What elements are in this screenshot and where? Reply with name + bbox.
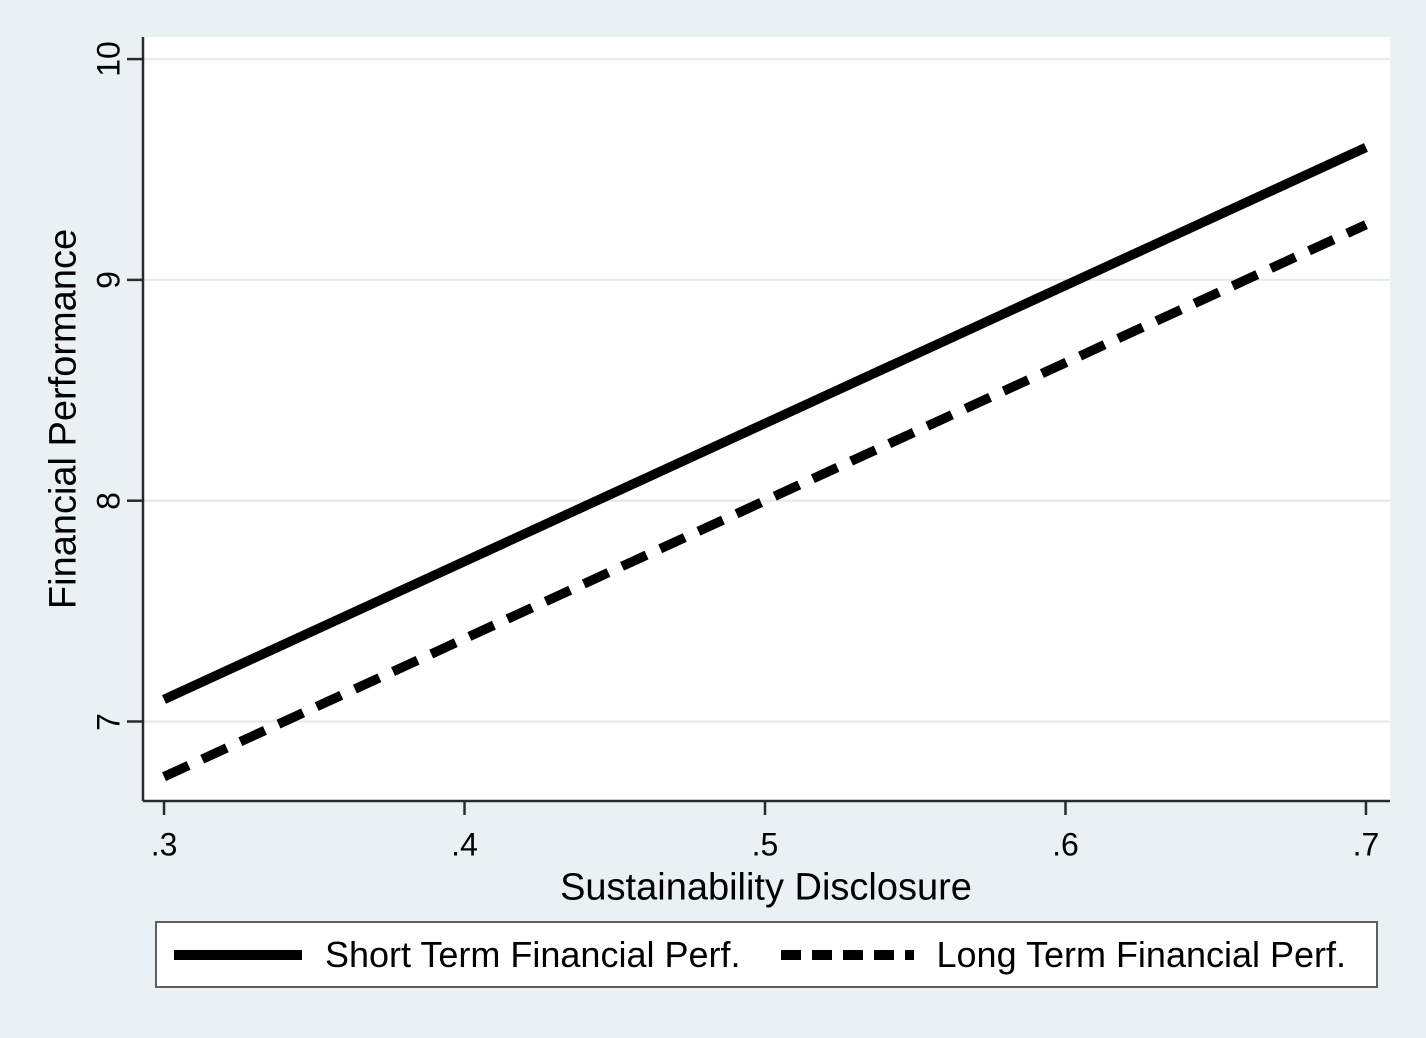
dashed-line-sample	[780, 949, 914, 960]
solid-line-sample	[174, 949, 302, 960]
y-axis-title: Financial Performance	[42, 228, 85, 610]
legend-label-long-term: Long Term Financial Perf.	[936, 933, 1347, 975]
y-tick-label-8: 8	[90, 491, 127, 510]
y-tick-label-10: 10	[90, 41, 127, 77]
x-tick-label-.5: .5	[751, 826, 779, 863]
x-axis-title: Sustainability Disclosure	[560, 866, 972, 909]
x-tick-label-.6: .6	[1052, 826, 1079, 863]
y-tick-label-7: 7	[90, 712, 127, 731]
series-line-long-term	[162, 220, 1368, 782]
legend-label-short-term: Short Term Financial Perf.	[325, 933, 741, 975]
x-tick-label-.3: .3	[150, 826, 178, 863]
x-tick-label-.7: .7	[1352, 826, 1380, 863]
x-tick-label-.4: .4	[451, 826, 478, 863]
series-line-short-term	[162, 143, 1368, 704]
legend: Short Term Financial Perf. Long Term Fin…	[155, 921, 1378, 988]
legend-entry-short-term: Short Term Financial Perf.	[174, 934, 741, 976]
y-tick-label-9: 9	[90, 270, 127, 289]
legend-entry-long-term: Long Term Financial Perf.	[780, 933, 1347, 976]
